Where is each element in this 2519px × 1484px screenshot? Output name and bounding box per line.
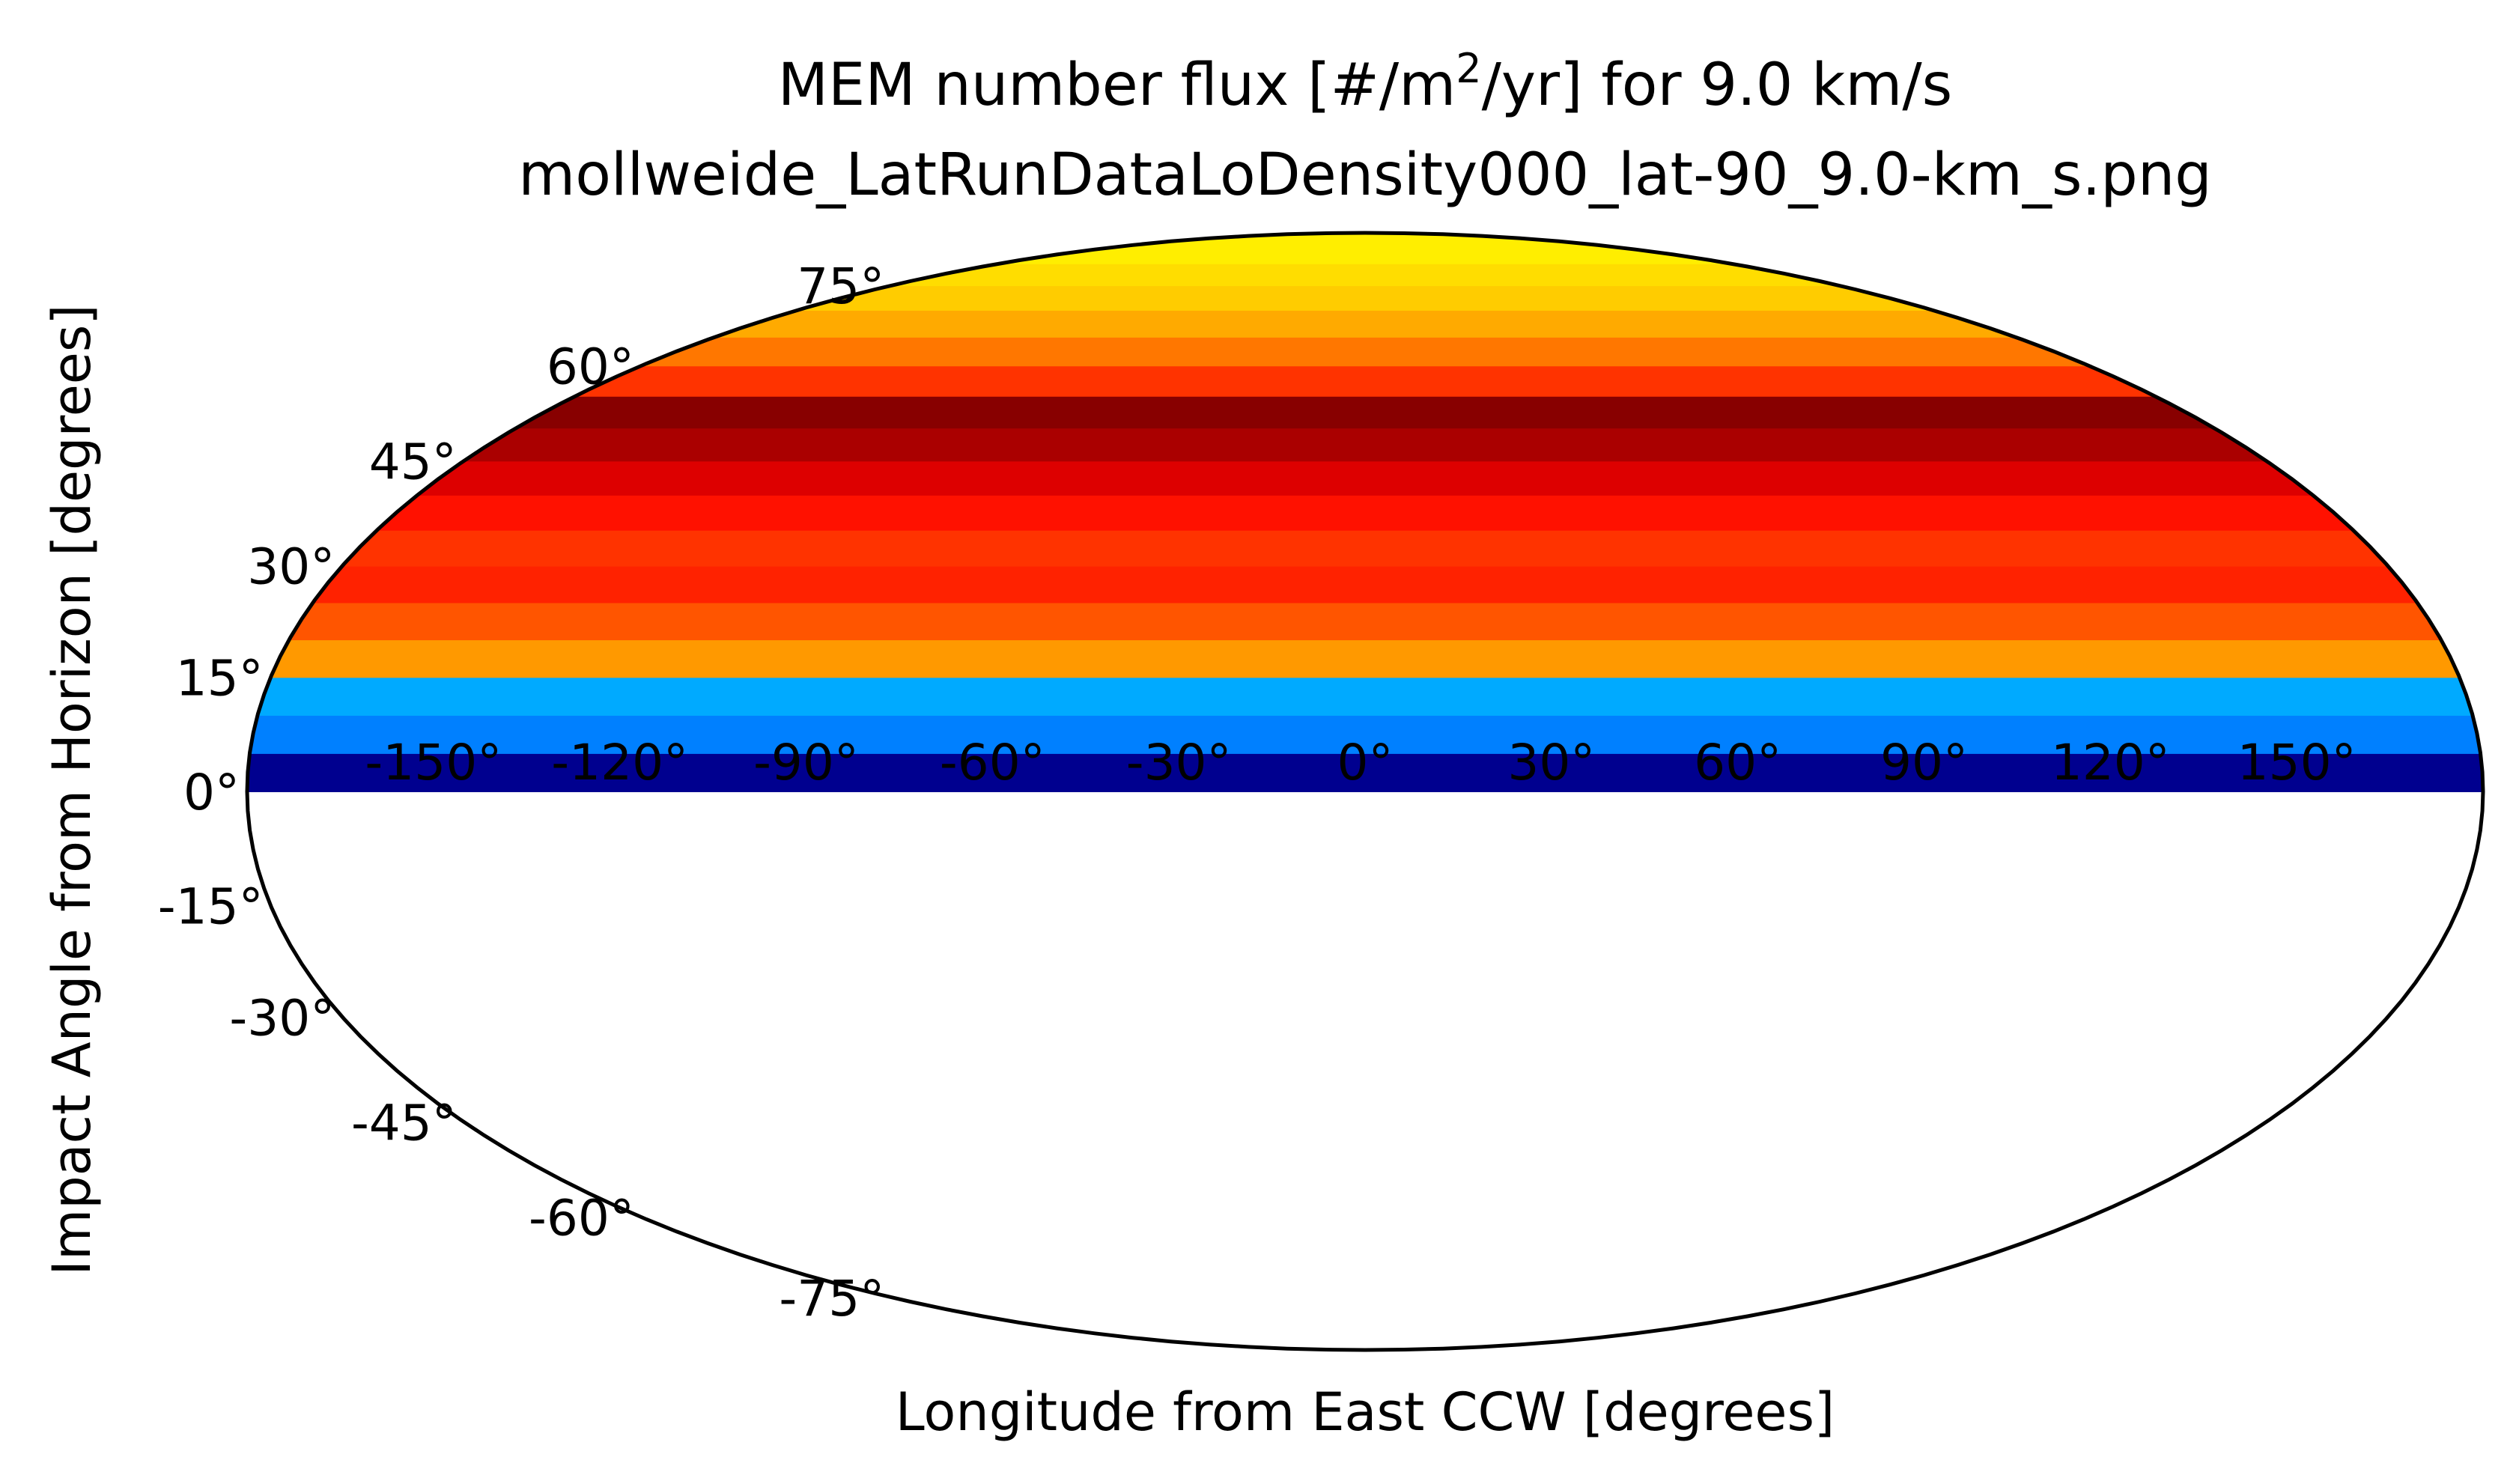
- lon-tick-label: 150°: [2237, 734, 2357, 791]
- lon-tick-label: -90°: [753, 734, 859, 791]
- lat-tick-label: -15°: [158, 878, 264, 936]
- lat-tick-label: 15°: [176, 649, 264, 707]
- lon-tick-label: 120°: [2051, 734, 2170, 791]
- lon-tick-label: 60°: [1694, 734, 1781, 791]
- heatmap-band-5-10: [247, 714, 2483, 754]
- lat-tick-label: -30°: [229, 989, 335, 1047]
- heatmap-band-40-45: [247, 460, 2483, 496]
- heatmap-band-35-40: [247, 494, 2483, 531]
- lon-tick-label: -60°: [940, 734, 1045, 791]
- lat-tick-label: 75°: [797, 258, 884, 315]
- y-axis-label: Impact Angle from Horizon [degrees]: [41, 304, 103, 1275]
- lat-tick-label: 30°: [247, 538, 335, 596]
- lon-tick-label: -120°: [551, 734, 688, 791]
- heatmap-band-15-20: [247, 639, 2483, 678]
- lat-tick-label: -45°: [351, 1095, 457, 1152]
- x-axis-label: Longitude from East CCW [degrees]: [896, 1381, 1835, 1443]
- heatmap-band-75-80: [247, 263, 2483, 287]
- heatmap-band-70-75: [247, 285, 2483, 311]
- lat-tick-label: -60°: [529, 1190, 634, 1247]
- lon-tick-label: 30°: [1507, 734, 1595, 791]
- lon-tick-label: 0°: [1337, 734, 1394, 791]
- heatmap-cells: [247, 233, 2483, 792]
- chart-title-line-2: mollweide_LatRunDataLoDensity000_lat-90_…: [518, 142, 2212, 209]
- lat-tick-label: 0°: [183, 764, 240, 821]
- heatmap-band-50-55: [247, 395, 2483, 429]
- heatmap-band-30-35: [247, 529, 2483, 567]
- lon-tick-label: -150°: [365, 734, 502, 791]
- lat-tick-label: 45°: [369, 433, 457, 490]
- heatmap-band-45-50: [247, 428, 2483, 462]
- longitude-tick-labels: -150° -120° -90° -60° -30° 0° 30° 60° 90° 120° 150…: [365, 734, 2356, 791]
- lon-tick-label: 90°: [1880, 734, 1968, 791]
- lat-tick-label: 60°: [547, 338, 634, 395]
- heatmap-band-25-30: [247, 565, 2483, 603]
- lat-tick-label: -75°: [779, 1270, 884, 1328]
- heatmap-band-80-90: [247, 233, 2483, 264]
- heatmap-band-0-5: [247, 752, 2483, 792]
- latitude-tick-labels: 75° 60° 45° 30° 15° 0° -15° -30° -45° -60° -75°: [158, 258, 884, 1328]
- lon-tick-label: -30°: [1126, 734, 1232, 791]
- heatmap-band-10-15: [247, 677, 2483, 716]
- map-outline: [245, 231, 2485, 1352]
- chart-title-line-1: MEM number flux [#/m2/yr] for 9.0 km/s: [778, 45, 1953, 119]
- heatmap-band-20-25: [247, 602, 2483, 641]
- heatmap-band-65-70: [247, 310, 2483, 338]
